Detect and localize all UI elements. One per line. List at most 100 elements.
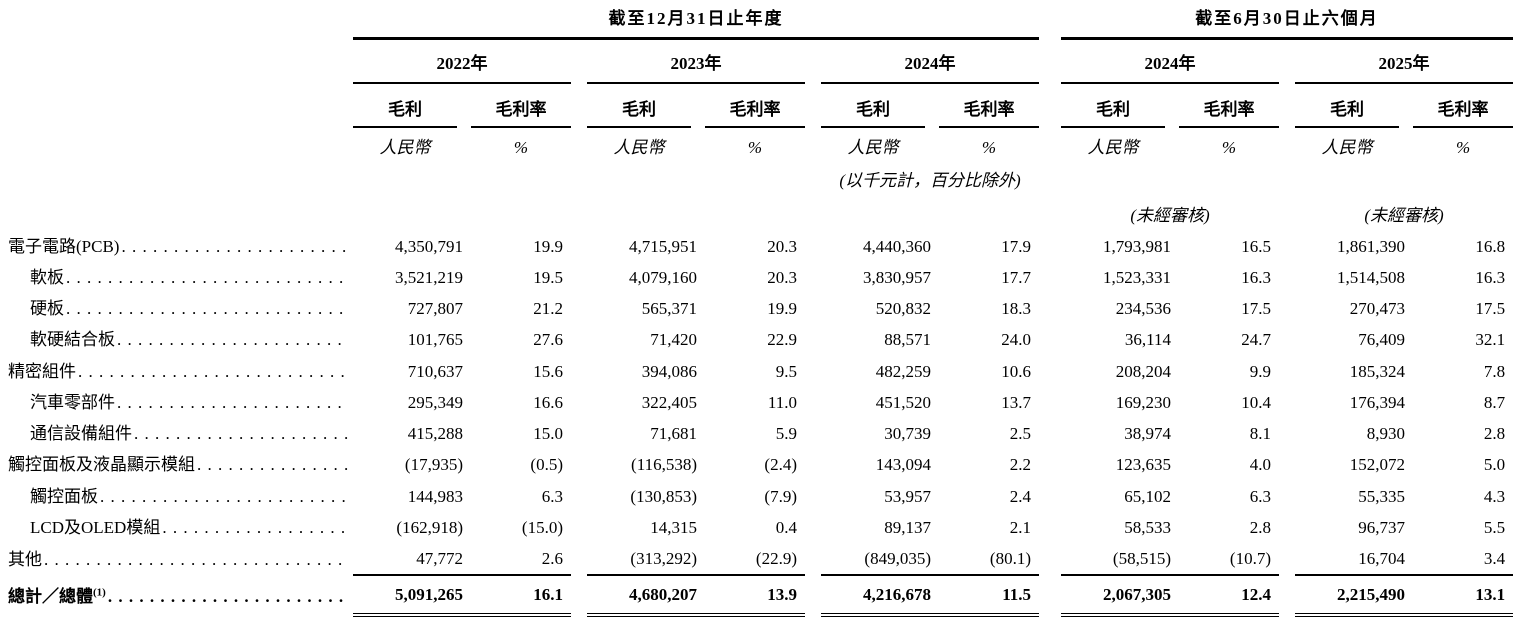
dot-leader bbox=[66, 267, 349, 288]
gross-profit-value: 270,473 bbox=[1349, 299, 1405, 318]
total-gross-margin-value: 13.1 bbox=[1413, 574, 1514, 617]
gross-profit-value: 322,405 bbox=[641, 392, 697, 412]
gross-margin-value: 32.1 bbox=[1475, 330, 1506, 350]
gross-profit-value: 451,520 bbox=[875, 392, 931, 412]
gross-margin-value: (10.7) bbox=[1229, 549, 1271, 568]
gross-margin-value: 9.9 bbox=[1249, 361, 1271, 381]
unaudited-note-row: (未經審核) (未經審核) bbox=[8, 191, 1513, 230]
gross-profit-value: 185,324 bbox=[1349, 361, 1405, 381]
spacer-cell bbox=[1039, 160, 1061, 191]
total-gross-margin-value: 16.1 bbox=[471, 574, 571, 617]
metric-header-label: 毛利率 bbox=[1413, 99, 1514, 128]
gross-margin-value: 2.2 bbox=[1009, 455, 1031, 475]
spacer-cell bbox=[805, 128, 821, 160]
table-row: 通信設備組件 415,288 15.0 71,681 5.9 30,739 2.5 38,97… bbox=[8, 418, 1513, 449]
spacer-cell bbox=[1061, 160, 1279, 191]
row-label-text: 軟板 bbox=[30, 267, 64, 287]
spacer-cell bbox=[1279, 191, 1295, 230]
gross-margin-value: 15.6 bbox=[533, 361, 563, 381]
unit-header-currency: 人民幣 bbox=[1321, 137, 1373, 157]
metric-header-label: 毛利率 bbox=[939, 99, 1039, 128]
column-gap bbox=[1039, 449, 1061, 480]
gross-profit-value: (58,515) bbox=[1112, 549, 1171, 568]
metric-header-gross-margin: 毛利率 bbox=[471, 83, 571, 128]
column-gap bbox=[805, 262, 821, 293]
unaudited-note: (未經審核) bbox=[1364, 206, 1444, 226]
gross-margin-value: 2.1 bbox=[1009, 517, 1031, 537]
column-gap bbox=[1039, 575, 1061, 614]
row-label-text: 軟硬結合板 bbox=[30, 330, 115, 350]
gross-margin-value: 15.0 bbox=[533, 424, 563, 443]
gross-margin-value: (15.0) bbox=[521, 517, 563, 537]
gross-profit-value: 76,409 bbox=[1358, 330, 1405, 350]
dot-leader bbox=[117, 329, 349, 350]
row-label-text: 電子電路(PCB) bbox=[8, 236, 120, 256]
row-label: 精密組件 bbox=[8, 356, 353, 387]
gross-profit-value: 1,523,331 bbox=[1103, 267, 1171, 287]
dot-leader bbox=[121, 236, 349, 257]
gross-margin-value: 20.3 bbox=[767, 236, 797, 256]
gross-profit-value: 3,521,219 bbox=[395, 267, 463, 287]
gross-profit-value: 71,681 bbox=[650, 424, 697, 443]
row-label-text: 精密組件 bbox=[8, 361, 76, 381]
row-label-text: 觸控面板及液晶顯示模組 bbox=[8, 455, 195, 475]
metric-header-label: 毛利 bbox=[353, 99, 457, 128]
unit-header-row: 人民幣 % 人民幣 % 人民幣 % 人民幣 % 人民幣 % bbox=[8, 128, 1513, 160]
gross-margin-value: (0.5) bbox=[530, 455, 563, 475]
column-gap bbox=[571, 324, 587, 355]
gross-margin-value: 17.5 bbox=[1241, 299, 1271, 318]
column-gap bbox=[571, 387, 587, 418]
gross-margin-value: 16.8 bbox=[1475, 236, 1506, 256]
scale-note-row: (以千元計，百分比除外) bbox=[8, 160, 1513, 191]
gross-profit-value: 1,514,508 bbox=[1337, 267, 1405, 287]
gross-profit-value: 565,371 bbox=[641, 299, 697, 318]
metric-header-gross-profit: 毛利 bbox=[821, 83, 939, 128]
gross-profit-value: (116,538) bbox=[631, 455, 697, 475]
column-gap bbox=[571, 293, 587, 324]
total-gross-margin-value: 12.4 bbox=[1179, 574, 1279, 617]
spacer-cell bbox=[1039, 39, 1061, 83]
spacer-cell bbox=[1295, 160, 1513, 191]
gross-profit-value: 4,350,791 bbox=[395, 236, 463, 256]
dot-leader bbox=[162, 517, 349, 538]
gross-margin-value: 27.6 bbox=[533, 330, 563, 350]
dot-leader bbox=[100, 486, 349, 507]
dot-leader bbox=[66, 298, 349, 319]
gross-margin-value: 2.5 bbox=[1009, 424, 1031, 443]
gross-margin-value: 6.3 bbox=[1249, 486, 1271, 506]
column-gap bbox=[1279, 231, 1295, 262]
gross-margin-value: 16.6 bbox=[533, 392, 563, 412]
column-gap bbox=[571, 231, 587, 262]
gross-margin-value: 11.0 bbox=[767, 392, 797, 412]
metric-header-row: 毛利 毛利率 毛利 毛利率 毛利 毛利率 毛利 毛利率 毛利 毛利率 bbox=[8, 83, 1514, 128]
gross-profit-value: 36,114 bbox=[1124, 330, 1171, 350]
metric-header-gross-margin: 毛利率 bbox=[939, 83, 1039, 128]
dot-leader bbox=[134, 423, 349, 444]
metric-header-gross-margin: 毛利率 bbox=[1413, 83, 1514, 128]
column-gap bbox=[1279, 449, 1295, 480]
spacer-cell bbox=[587, 191, 805, 230]
column-gap bbox=[805, 293, 821, 324]
column-gap bbox=[1279, 387, 1295, 418]
column-gap bbox=[805, 575, 821, 614]
column-gap bbox=[571, 418, 587, 449]
gross-profit-value: (849,035) bbox=[864, 549, 931, 568]
gross-profit-table-page: 截至12月31日止年度 截至6月30日止六個月 2022年 2023年 2024… bbox=[0, 0, 1521, 617]
gross-margin-value: (80.1) bbox=[989, 549, 1031, 568]
gross-margin-value: 21.2 bbox=[533, 299, 563, 318]
row-label: 汽車零部件 bbox=[8, 387, 353, 418]
metric-header-label: 毛利 bbox=[1061, 99, 1165, 128]
column-gap bbox=[1279, 512, 1295, 543]
gross-margin-value: 19.9 bbox=[533, 236, 563, 256]
gross-profit-value: 295,349 bbox=[407, 392, 463, 412]
gross-profit-value: 71,420 bbox=[650, 330, 697, 350]
metric-header-gross-profit: 毛利 bbox=[1061, 83, 1179, 128]
gross-margin-value: 24.0 bbox=[1001, 330, 1031, 350]
table-row: 汽車零部件 295,349 16.6 322,405 11.0 451,520 13.7 16… bbox=[8, 387, 1513, 418]
gross-margin-value: 20.3 bbox=[767, 267, 797, 287]
gross-margin-value: 9.5 bbox=[775, 361, 797, 381]
gross-margin-value: 5.0 bbox=[1483, 455, 1506, 475]
row-label: 觸控面板 bbox=[8, 481, 353, 512]
column-gap bbox=[571, 512, 587, 543]
column-gap bbox=[1279, 262, 1295, 293]
